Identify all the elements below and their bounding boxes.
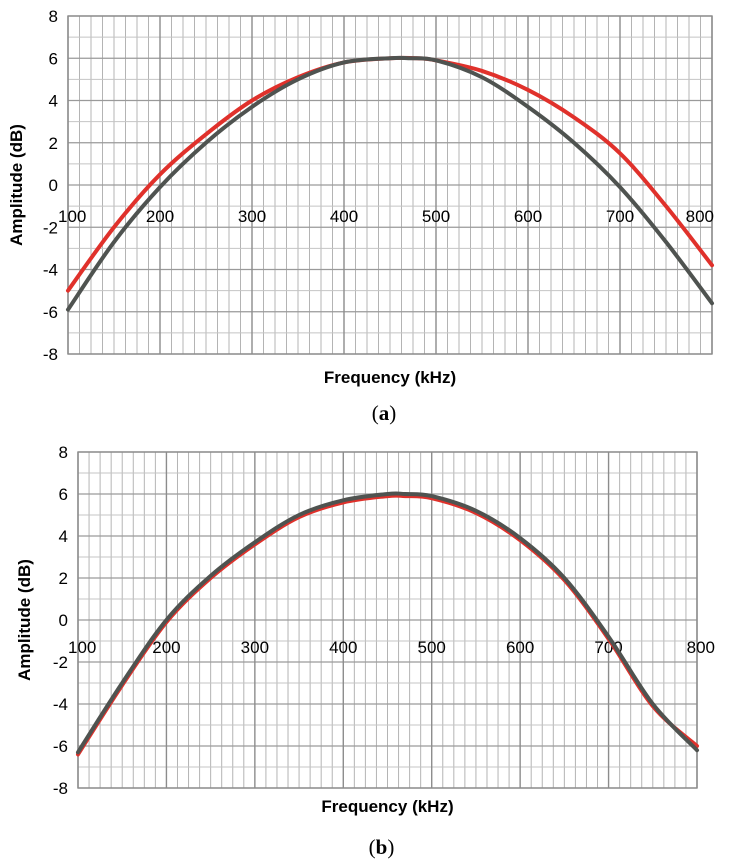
x-tick-label: 500 xyxy=(422,207,450,226)
x-tick-label: 700 xyxy=(606,207,634,226)
x-tick-label: 400 xyxy=(329,638,357,657)
y-tick-label: -2 xyxy=(43,218,58,237)
y-tick-label: 6 xyxy=(59,485,68,504)
caption-letter: a xyxy=(379,401,390,425)
x-axis-label: Frequency (kHz) xyxy=(324,368,456,387)
y-tick-label: -4 xyxy=(43,261,58,280)
x-axis-label: Frequency (kHz) xyxy=(321,797,453,816)
x-tick-label: 100 xyxy=(68,638,96,657)
caption-close-paren: ) xyxy=(389,401,396,425)
caption-open-paren: ( xyxy=(369,835,376,859)
y-tick-label: 8 xyxy=(49,7,58,26)
y-tick-label: -8 xyxy=(43,345,58,364)
y-tick-label: 6 xyxy=(49,49,58,68)
panel-caption: (a) xyxy=(372,401,397,425)
y-tick-label: 0 xyxy=(59,611,68,630)
y-tick-label: 4 xyxy=(49,92,58,111)
caption-open-paren: ( xyxy=(372,401,379,425)
x-tick-label: 400 xyxy=(330,207,358,226)
y-axis-label: Amplitude (dB) xyxy=(15,559,34,681)
x-tick-label: 200 xyxy=(152,638,180,657)
series-line-gray xyxy=(66,55,714,312)
x-tick-label: 800 xyxy=(686,207,714,226)
y-tick-label: -6 xyxy=(53,737,68,756)
caption-letter: b xyxy=(376,835,388,859)
y-tick-label: -8 xyxy=(53,779,68,798)
series-line-gray xyxy=(76,491,699,755)
y-tick-label: 2 xyxy=(49,134,58,153)
x-tick-label: 600 xyxy=(506,638,534,657)
x-tick-label: 500 xyxy=(418,638,446,657)
x-tick-label: 800 xyxy=(687,638,715,657)
caption-close-paren: ) xyxy=(387,835,394,859)
panel-caption: (b) xyxy=(369,835,395,859)
x-tick-label: 100 xyxy=(58,207,86,226)
y-tick-label: -2 xyxy=(53,653,68,672)
plot-frame xyxy=(77,451,698,789)
chart-panel-a: 8 6 4 2 0 -2 -4 -6 -8 100 200 300 400 500 600 700 800 Fre… xyxy=(7,7,714,425)
y-tick-label: 2 xyxy=(59,569,68,588)
y-axis-label: Amplitude (dB) xyxy=(7,124,26,246)
x-tick-label: 200 xyxy=(146,207,174,226)
plot-frame xyxy=(67,15,713,355)
x-tick-label: 600 xyxy=(514,207,542,226)
y-tick-label: -4 xyxy=(53,695,68,714)
x-tick-label: 300 xyxy=(241,638,269,657)
y-tick-label: 4 xyxy=(59,527,68,546)
y-tick-label: 0 xyxy=(49,176,58,195)
y-tick-label: 8 xyxy=(59,443,68,462)
y-tick-label: -6 xyxy=(43,303,58,322)
x-tick-label: 300 xyxy=(238,207,266,226)
